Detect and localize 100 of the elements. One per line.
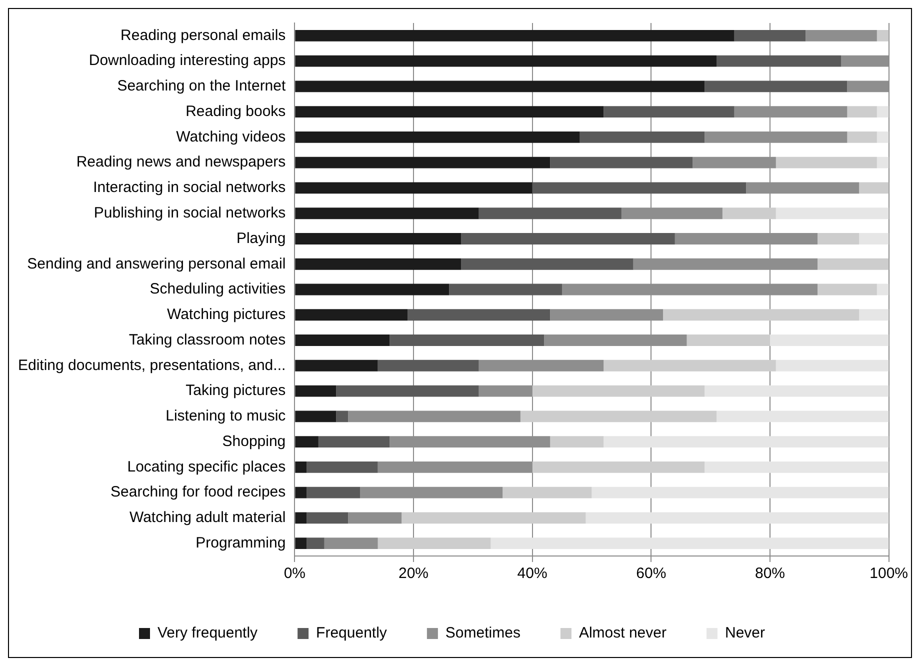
bar [295,258,462,270]
bar [295,156,550,168]
bar [295,410,336,422]
y-tick-label: Reading news and newspapers [76,154,286,171]
bar [532,385,705,397]
bar [449,284,562,296]
legend-label: Never [724,624,765,642]
bar [336,410,348,422]
legend-label: Sometimes [445,624,520,642]
bar [847,132,877,143]
bar [876,132,889,143]
bar [336,385,479,397]
bar [859,309,889,321]
bar [592,486,889,498]
bar [295,436,318,448]
bar [847,106,877,118]
y-tick-label: Listening to music [166,408,286,425]
y-tick-label: Watching adult material [129,509,286,526]
bar [295,385,336,397]
bar [686,334,770,346]
bar [550,156,693,168]
x-tick-label: 20% [398,565,429,582]
bar [295,284,450,296]
y-tick-label: Watching pictures [166,306,286,324]
bar [716,55,842,67]
bar [295,30,734,42]
bar [306,461,378,473]
bar [604,106,734,118]
bar [306,538,324,550]
y-tick-label: Editing documents, presentations, and... [18,356,286,374]
y-tick-label: Shopping [222,432,286,450]
bar [550,436,604,448]
bar [704,385,889,397]
y-tick-label: Reading books [186,102,286,120]
bar [604,360,776,372]
bar [806,30,877,42]
bar [295,55,717,67]
y-tick-label: Watching videos [176,128,286,146]
bar [378,538,491,550]
bar [876,156,889,168]
y-tick-label: Taking pictures [186,382,286,400]
bar [402,512,586,524]
bar [378,360,479,372]
bar [818,284,877,296]
bar [478,208,622,220]
bar [859,233,889,244]
bar [704,80,848,92]
bar [295,80,705,92]
bar [859,182,889,194]
bar [770,334,889,346]
bar [663,309,860,321]
bar [818,233,860,244]
bar [306,512,348,524]
x-tick-label: 60% [636,565,666,582]
bar [295,360,378,372]
bar [604,436,889,448]
y-tick-label: Interacting in social networks [93,179,286,196]
bar [876,106,889,118]
bar [295,512,307,524]
bar [532,182,746,194]
x-tick-label: 80% [754,565,786,582]
bar [776,156,877,168]
x-tick-label: 40% [517,565,548,582]
legend-label: Frequently [316,624,388,642]
bar [295,233,462,244]
y-tick-label: Publishing in social networks [94,204,286,222]
bar [818,258,889,270]
bar [390,334,544,346]
bar [586,512,889,524]
bar [295,132,580,143]
y-tick-label: Taking classroom notes [128,331,286,348]
x-tick-label: 0% [284,565,306,582]
y-tick-label: Playing [236,230,286,247]
bar [295,309,408,321]
y-tick-label: Locating specific places [127,458,286,476]
bar [722,208,776,220]
y-tick-label: Reading personal emails [120,26,286,44]
bar [490,538,889,550]
bar [318,436,390,448]
bar [876,284,889,296]
y-tick-label: Programming [196,534,286,552]
y-tick-label: Scheduling activities [150,280,286,298]
bar [734,30,806,42]
legend-label: Almost never [578,624,666,642]
bar [295,334,390,346]
y-tick-label: Downloading interesting apps [88,52,286,70]
bar [295,106,604,118]
bar [461,258,634,270]
x-tick-label: 100% [870,565,908,582]
bar [502,486,592,498]
bar [776,208,889,220]
bar [295,486,307,498]
y-tick-label: Searching for food recipes [110,484,286,501]
bar [295,461,307,473]
bar [295,182,532,194]
bar [580,132,705,143]
bar [348,512,402,524]
legend-label: Very frequently [158,624,258,642]
bar [324,538,378,550]
bar [306,486,360,498]
